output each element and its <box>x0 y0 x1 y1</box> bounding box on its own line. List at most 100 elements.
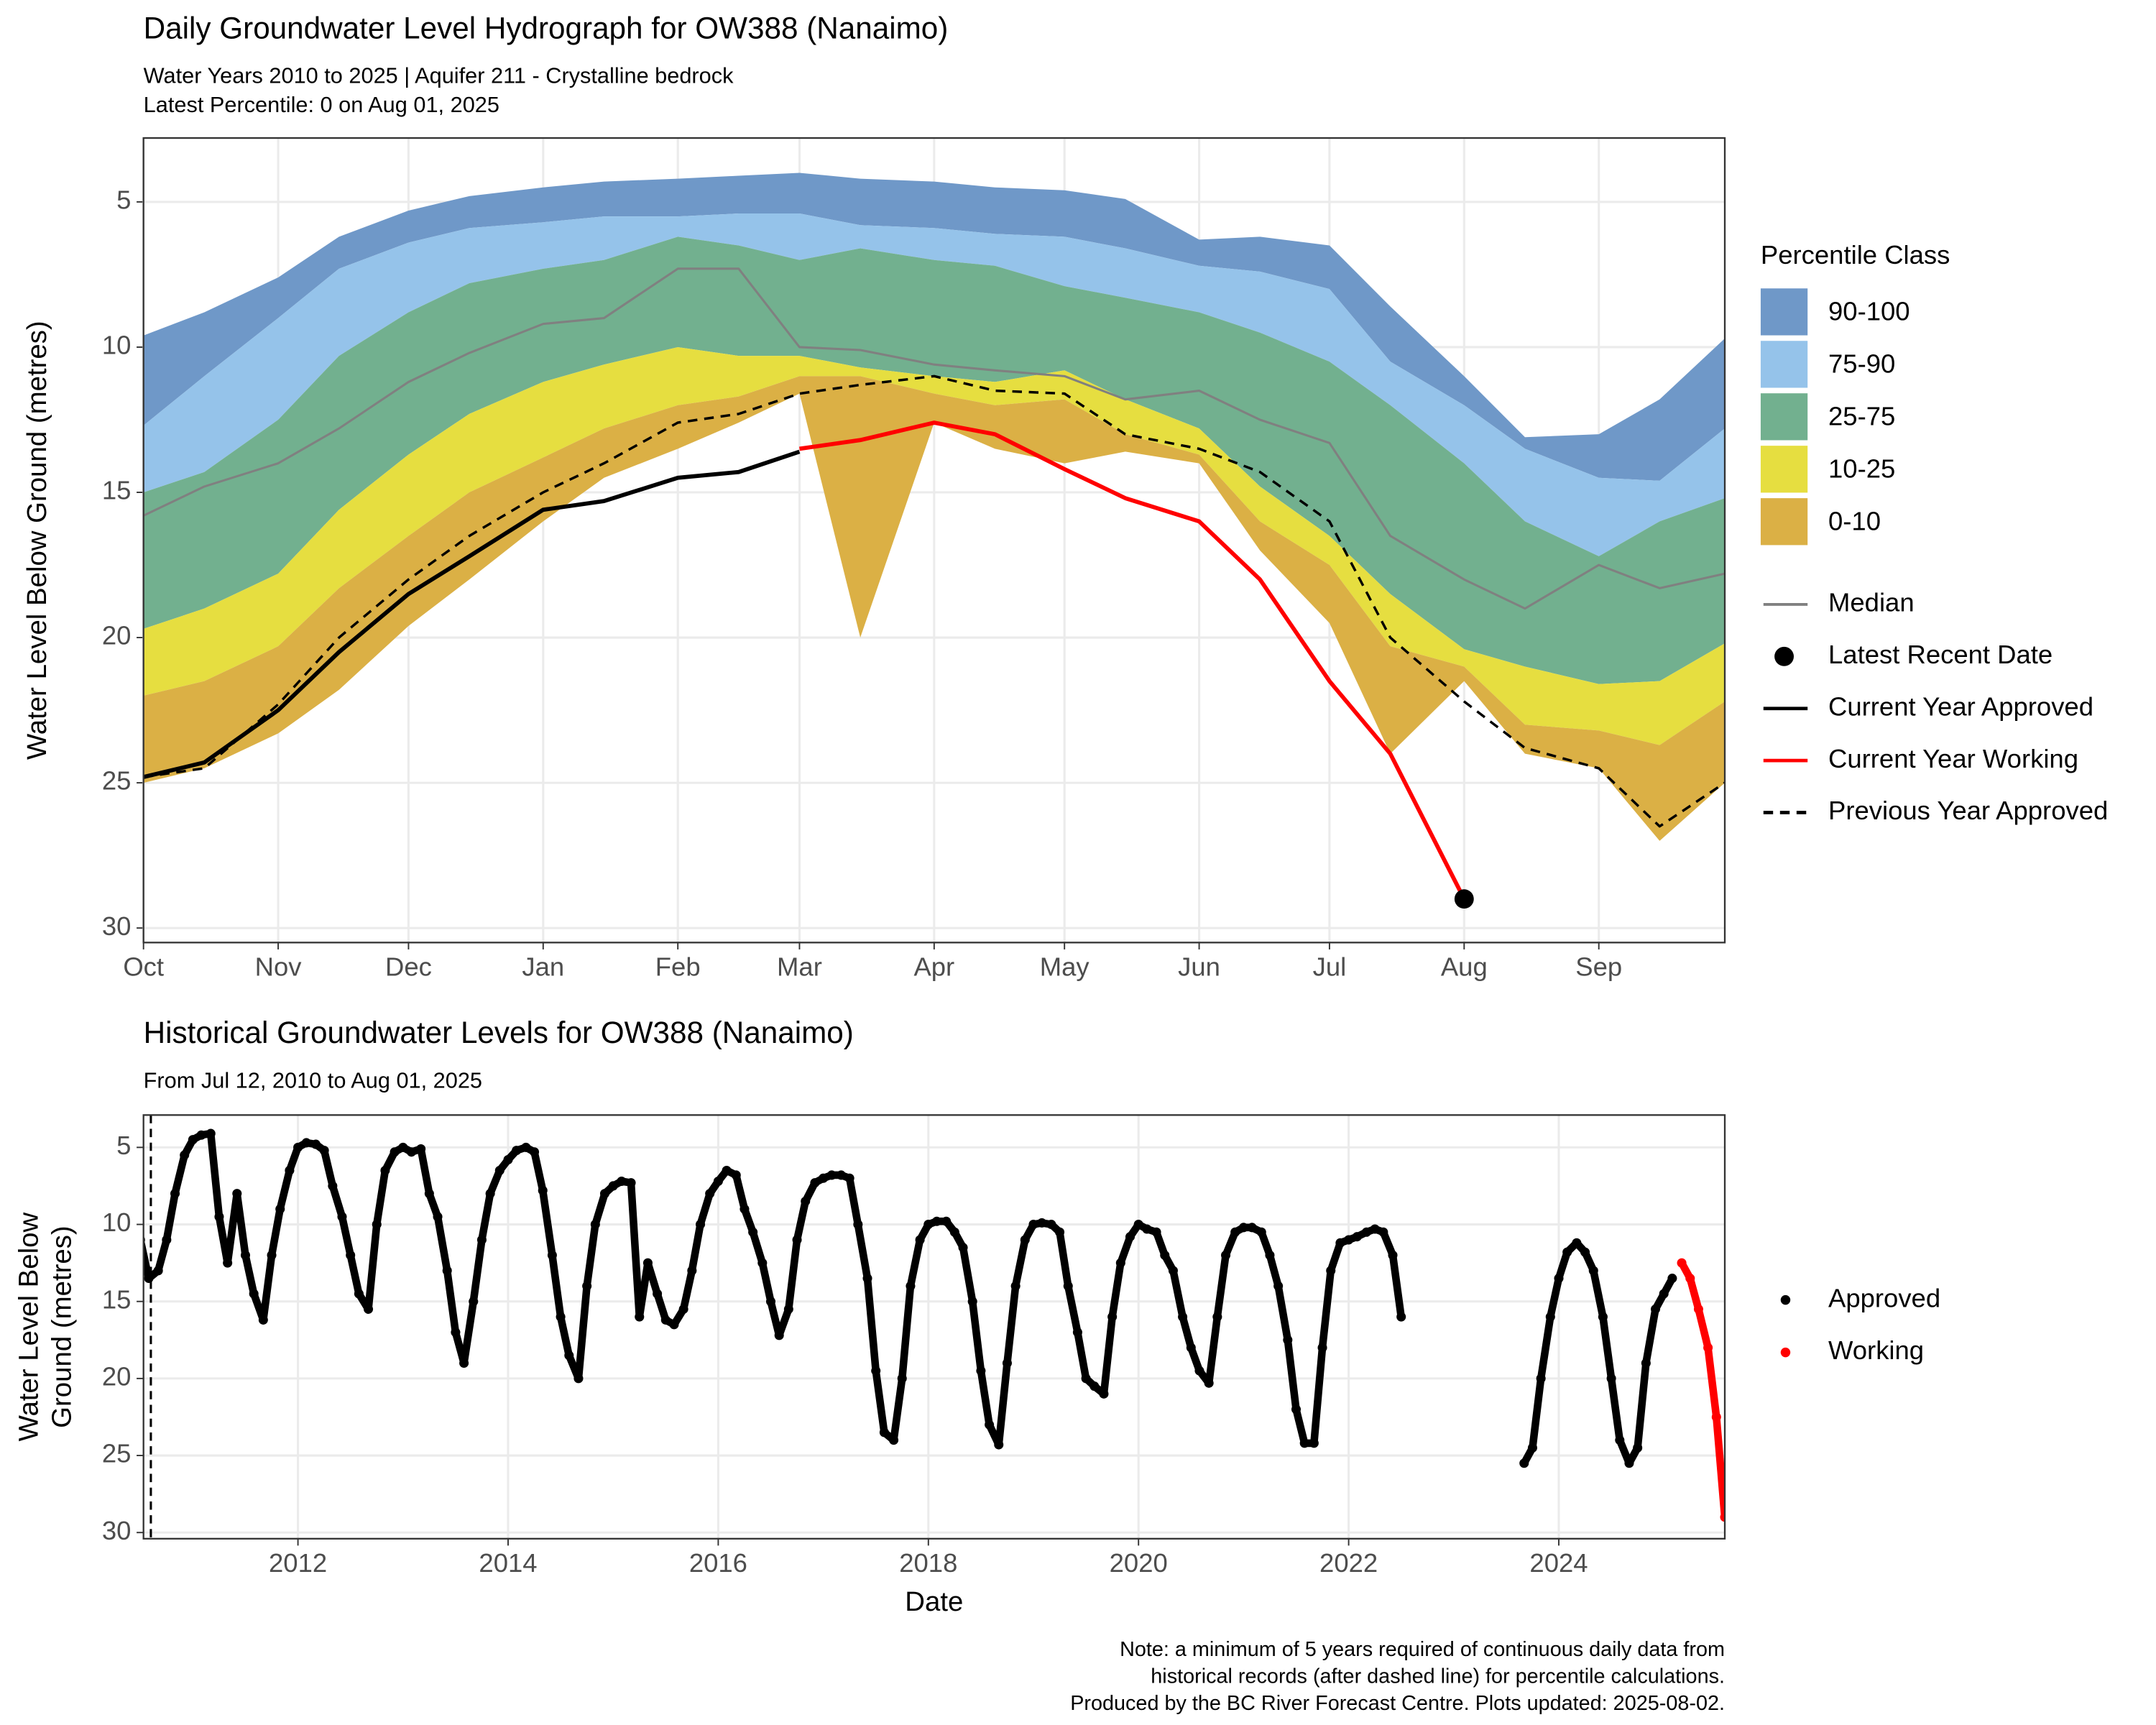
data-point <box>819 1173 829 1183</box>
x-tick-label: Mar <box>777 952 822 981</box>
data-point <box>364 1304 374 1314</box>
data-point <box>144 1274 154 1284</box>
data-point <box>1238 1223 1248 1233</box>
y-axis-title: Ground (metres) <box>46 1225 77 1428</box>
data-point <box>451 1328 461 1338</box>
legend-swatch <box>1760 288 1808 336</box>
data-point <box>1256 1227 1266 1237</box>
data-point <box>1344 1235 1354 1245</box>
x-tick-label: 2022 <box>1319 1548 1378 1578</box>
data-point <box>1650 1304 1661 1314</box>
data-point <box>765 1297 776 1307</box>
chart-title: Historical Groundwater Levels for OW388 … <box>144 1016 854 1049</box>
data-point <box>162 1235 172 1245</box>
series-line <box>143 449 801 779</box>
legend-label: Working <box>1828 1335 1924 1365</box>
legend-swatch <box>1760 341 1808 388</box>
data-point <box>476 1235 487 1245</box>
y-tick-label: 15 <box>102 1284 132 1314</box>
data-point <box>740 1204 750 1214</box>
data-point <box>433 1212 443 1222</box>
data-point <box>469 1297 479 1307</box>
x-tick-label: 2012 <box>269 1548 327 1578</box>
data-point <box>1606 1374 1616 1384</box>
data-point <box>1160 1250 1170 1260</box>
data-point <box>1230 1227 1240 1237</box>
data-point <box>1352 1232 1362 1242</box>
data-point <box>556 1312 566 1322</box>
data-point <box>949 1227 959 1237</box>
data-point <box>635 1312 645 1322</box>
data-point <box>836 1170 846 1180</box>
y-tick-label: 25 <box>102 1439 132 1468</box>
data-point <box>826 1170 837 1180</box>
data-point <box>1711 1412 1721 1422</box>
data-point <box>328 1181 338 1191</box>
legend-swatch <box>1760 498 1808 546</box>
data-point <box>223 1258 233 1268</box>
y-tick-label: 10 <box>102 331 132 360</box>
data-point <box>1588 1266 1598 1276</box>
series-line <box>799 420 1466 901</box>
data-point <box>406 1147 417 1157</box>
data-point <box>923 1220 934 1230</box>
data-point <box>1361 1227 1371 1237</box>
data-point <box>1099 1389 1109 1399</box>
legend-label: Approved <box>1828 1283 1940 1312</box>
x-tick-label: May <box>1040 952 1090 981</box>
data-point <box>967 1297 977 1307</box>
x-tick-label: Aug <box>1441 952 1488 981</box>
data-point <box>1519 1458 1529 1468</box>
data-point <box>731 1170 741 1180</box>
data-point <box>1370 1224 1380 1234</box>
data-point <box>1615 1435 1625 1445</box>
chart-subtitle: Water Years 2010 to 2025 | Aquifer 211 -… <box>144 63 734 88</box>
data-point <box>1633 1443 1643 1453</box>
data-point <box>390 1147 400 1157</box>
data-point <box>1562 1247 1572 1257</box>
data-point <box>1133 1220 1143 1230</box>
data-point <box>985 1420 995 1430</box>
data-point <box>687 1266 697 1276</box>
data-point <box>1089 1381 1100 1392</box>
data-point <box>1115 1258 1125 1268</box>
y-tick-label: 5 <box>116 1131 131 1160</box>
data-point <box>494 1165 505 1176</box>
data-point <box>590 1220 600 1230</box>
data-point <box>1667 1274 1677 1284</box>
data-point <box>424 1189 434 1199</box>
percentile-band <box>143 213 1726 556</box>
data-point <box>258 1315 268 1325</box>
legend-label: 75-90 <box>1828 349 1895 378</box>
data-point <box>293 1142 303 1152</box>
data-point <box>810 1178 820 1188</box>
legend-label: Current Year Approved <box>1828 691 2093 721</box>
data-point <box>1247 1223 1257 1233</box>
data-point <box>757 1258 768 1268</box>
data-point <box>906 1281 916 1291</box>
percentile-band <box>143 376 1726 841</box>
data-point <box>1693 1304 1703 1314</box>
data-point <box>398 1142 408 1152</box>
data-point <box>582 1281 592 1291</box>
data-point <box>862 1274 872 1284</box>
data-point <box>660 1315 671 1325</box>
data-point <box>1580 1247 1590 1257</box>
data-point <box>1063 1281 1073 1291</box>
data-point <box>696 1220 706 1230</box>
x-tick-label: Dec <box>385 952 432 981</box>
data-point <box>310 1139 321 1149</box>
y-tick-label: 25 <box>102 766 132 796</box>
data-point <box>1685 1274 1695 1284</box>
data-point <box>1677 1258 1687 1268</box>
legend-label: Median <box>1828 588 1915 617</box>
plot-points <box>143 1115 1725 1539</box>
footnote: historical records (after dashed line) f… <box>1151 1665 1725 1688</box>
y-tick-label: 15 <box>102 476 132 505</box>
data-point <box>188 1135 198 1145</box>
x-tick-label: 2016 <box>689 1548 747 1578</box>
data-point <box>232 1189 242 1199</box>
legend-symbol <box>1780 1347 1791 1358</box>
data-point <box>1046 1220 1056 1230</box>
